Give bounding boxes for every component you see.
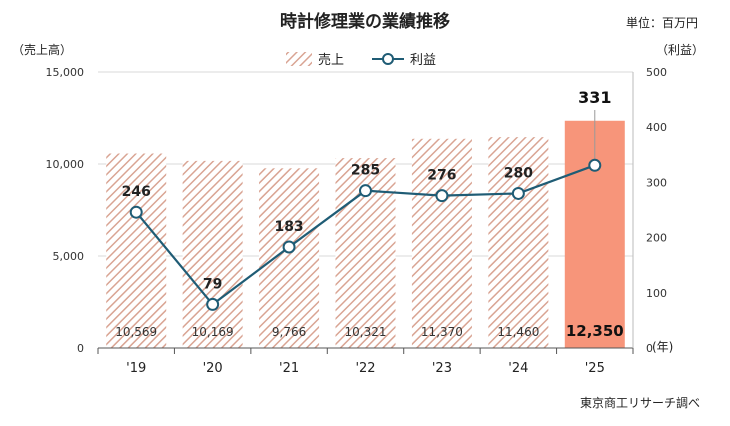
axes: 0 5,000 10,000 15,000 0 100 200 300 400 500 '19 '20… <box>46 66 668 376</box>
profit-value-label: 79 <box>203 276 222 292</box>
y-right-axis-label: （利益） <box>656 43 704 57</box>
y-right-tick-label: 400 <box>646 121 667 134</box>
bar-5 <box>488 137 549 348</box>
profit-point-0 <box>129 205 143 219</box>
profit-point-1 <box>206 297 220 311</box>
y-left-tick-label: 15,000 <box>46 66 85 79</box>
y-left-tick-label: 5,000 <box>53 250 85 263</box>
x-tick-label: '21 <box>279 361 299 376</box>
x-tick-label: '19 <box>126 361 146 376</box>
profit-value-label: 246 <box>122 184 151 200</box>
y-right-tick-label: 100 <box>646 287 667 300</box>
profit-point-3 <box>359 184 372 198</box>
unit-note: 単位：百万円 <box>626 15 698 30</box>
data-labels: 10,569 10,169 9,766 10,321 11,370 11,460 12,35… <box>115 88 624 340</box>
profit-value-label: 280 <box>504 165 533 181</box>
x-tick-label: '23 <box>432 361 452 376</box>
y-right-tick-label: 300 <box>646 176 667 189</box>
profit-value-label: 285 <box>351 163 380 179</box>
x-tick-label: '24 <box>508 361 528 376</box>
legend-line-marker <box>382 53 394 65</box>
y-right-tick-label: 0 <box>646 342 653 355</box>
profit-point-6 <box>588 158 602 172</box>
profit-value-label: 183 <box>274 219 303 235</box>
profit-point-4 <box>435 189 449 203</box>
y-left-tick-label: 0 <box>77 342 84 355</box>
bar-value-label: 10,569 <box>115 325 157 339</box>
legend: 売上 利益 <box>286 52 436 68</box>
x-tick-label: '22 <box>355 361 375 376</box>
legend-line-label: 利益 <box>410 53 436 68</box>
y-right-tick-label: 500 <box>646 66 667 79</box>
bar-0 <box>106 153 167 348</box>
profit-value-label: 276 <box>427 168 456 184</box>
bar-value-label: 9,766 <box>272 325 306 339</box>
bar-value-label: 11,460 <box>497 325 539 339</box>
line-series <box>129 110 602 311</box>
profit-point-5 <box>511 186 525 200</box>
chart-title: 時計修理業の業績推移 <box>280 11 450 32</box>
bar-1 <box>182 160 243 348</box>
bar-value-label: 10,169 <box>192 325 234 339</box>
bar-value-label: 11,370 <box>421 325 463 339</box>
legend-bar-swatch <box>286 52 312 66</box>
y-left-tick-label: 10,000 <box>46 158 85 171</box>
x-tick-label: '25 <box>585 361 605 376</box>
x-axis-unit: (年) <box>652 340 673 354</box>
x-tick-label: '20 <box>203 361 223 376</box>
bar-value-label: 10,321 <box>345 325 387 339</box>
profit-value-label: 331 <box>578 88 611 107</box>
bar-2 <box>259 168 320 348</box>
y-left-axis-label: （売上高） <box>12 42 72 57</box>
profit-point-2 <box>282 240 296 254</box>
bar-value-label: 12,350 <box>566 322 624 340</box>
bar-series <box>106 120 625 348</box>
bar-4 <box>411 138 472 348</box>
source-note: 東京商工リサーチ調べ <box>580 395 700 410</box>
legend-bar-label: 売上 <box>318 52 344 68</box>
y-right-tick-label: 200 <box>646 232 667 245</box>
